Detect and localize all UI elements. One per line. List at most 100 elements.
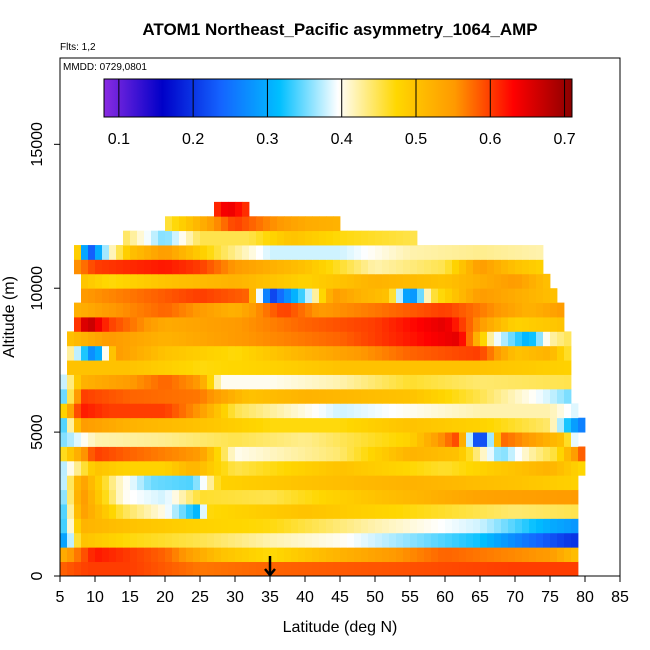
heatmap-cell bbox=[123, 547, 131, 563]
heatmap-cell bbox=[375, 518, 383, 534]
heatmap-cell bbox=[158, 547, 166, 563]
heatmap-cell bbox=[207, 259, 215, 275]
heatmap-cell bbox=[529, 360, 537, 375]
heatmap-cell bbox=[172, 460, 180, 476]
heatmap-cell bbox=[193, 273, 201, 289]
heatmap-cell bbox=[431, 259, 439, 275]
heatmap-cell bbox=[284, 345, 292, 361]
heatmap-cell bbox=[137, 374, 145, 390]
heatmap-cell bbox=[263, 374, 271, 390]
heatmap-cell bbox=[382, 417, 390, 433]
heatmap-cell bbox=[333, 245, 341, 260]
heatmap-cell bbox=[452, 460, 460, 476]
heatmap-cell bbox=[431, 460, 439, 476]
heatmap-cell bbox=[536, 518, 544, 534]
heatmap-cell bbox=[284, 446, 292, 462]
heatmap-cell bbox=[312, 475, 320, 491]
heatmap-cell bbox=[333, 317, 341, 332]
heatmap-cell bbox=[522, 432, 530, 447]
heatmap-cell bbox=[116, 460, 124, 476]
heatmap-cell bbox=[550, 475, 558, 491]
heatmap-cell bbox=[536, 417, 544, 433]
heatmap-cell bbox=[445, 460, 453, 476]
heatmap-cell bbox=[508, 475, 516, 491]
heatmap-cell bbox=[529, 403, 537, 419]
heatmap-cell bbox=[109, 360, 117, 375]
heatmap-cell bbox=[256, 360, 264, 375]
heatmap-cell bbox=[445, 403, 453, 419]
heatmap-cell bbox=[536, 446, 544, 462]
heatmap-cell bbox=[207, 417, 215, 433]
heatmap-cell bbox=[74, 374, 82, 390]
heatmap-cell bbox=[95, 489, 103, 505]
heatmap-cell bbox=[88, 331, 96, 347]
heatmap-cell bbox=[277, 475, 285, 491]
heatmap-cell bbox=[431, 475, 439, 491]
heatmap-cell bbox=[305, 518, 313, 534]
heatmap-cell bbox=[480, 374, 488, 390]
heatmap-cell bbox=[368, 518, 376, 534]
heatmap-cell bbox=[487, 460, 495, 476]
heatmap-cell bbox=[221, 446, 229, 462]
heatmap-cell bbox=[249, 489, 257, 505]
heatmap-cell bbox=[473, 331, 481, 347]
heatmap-cell bbox=[347, 288, 355, 304]
heatmap-cell bbox=[109, 532, 117, 548]
heatmap-cell bbox=[473, 460, 481, 476]
heatmap-cell bbox=[515, 532, 523, 548]
heatmap-cell bbox=[326, 302, 334, 318]
heatmap-cell bbox=[256, 273, 264, 289]
heatmap-cell bbox=[389, 360, 397, 375]
x-tick-label: 30 bbox=[226, 589, 244, 606]
heatmap-cell bbox=[116, 504, 124, 519]
heatmap-cell bbox=[522, 518, 530, 534]
heatmap-cell bbox=[529, 504, 537, 519]
heatmap-cell bbox=[270, 302, 278, 318]
heatmap-cell bbox=[130, 475, 138, 491]
heatmap-cell bbox=[515, 504, 523, 519]
heatmap-cell bbox=[277, 518, 285, 534]
heatmap-cell bbox=[564, 403, 572, 419]
heatmap-cell bbox=[298, 288, 306, 304]
heatmap-cell bbox=[88, 504, 96, 519]
heatmap-cell bbox=[333, 489, 341, 505]
heatmap-cell bbox=[319, 518, 327, 534]
x-tick-label: 85 bbox=[611, 589, 629, 606]
heatmap-cell bbox=[123, 273, 131, 289]
heatmap-cell bbox=[144, 245, 152, 260]
heatmap-cell bbox=[466, 273, 474, 289]
heatmap-cell bbox=[305, 403, 313, 419]
heatmap-cell bbox=[221, 216, 229, 232]
heatmap-cell bbox=[200, 374, 208, 390]
heatmap-cell bbox=[137, 561, 145, 576]
heatmap-cell bbox=[452, 489, 460, 505]
heatmap-cell bbox=[466, 360, 474, 375]
heatmap-cell bbox=[123, 532, 131, 548]
heatmap-cell bbox=[319, 360, 327, 375]
heatmap-cell bbox=[137, 547, 145, 563]
heatmap-cell bbox=[221, 403, 229, 419]
heatmap-cell bbox=[165, 245, 173, 260]
heatmap-cell bbox=[165, 561, 173, 576]
heatmap-cell bbox=[424, 403, 432, 419]
heatmap-cell bbox=[109, 317, 117, 332]
heatmap-cell bbox=[123, 489, 131, 505]
heatmap-cell bbox=[466, 460, 474, 476]
heatmap-cell bbox=[151, 403, 159, 419]
heatmap-cell bbox=[459, 432, 467, 447]
heatmap-cell bbox=[501, 460, 509, 476]
heatmap-cell bbox=[361, 561, 369, 576]
heatmap-cell bbox=[382, 446, 390, 462]
heatmap-cell bbox=[221, 302, 229, 318]
heatmap-cell bbox=[487, 561, 495, 576]
heatmap-cell bbox=[424, 374, 432, 390]
heatmap-cell bbox=[424, 360, 432, 375]
heatmap-cell bbox=[417, 245, 425, 260]
heatmap-cell bbox=[459, 417, 467, 433]
heatmap-cell bbox=[263, 489, 271, 505]
heatmap-cell bbox=[333, 374, 341, 390]
heatmap-cell bbox=[242, 532, 250, 548]
heatmap-cell bbox=[81, 259, 89, 275]
heatmap-cell bbox=[564, 532, 572, 548]
heatmap-cell bbox=[515, 460, 523, 476]
